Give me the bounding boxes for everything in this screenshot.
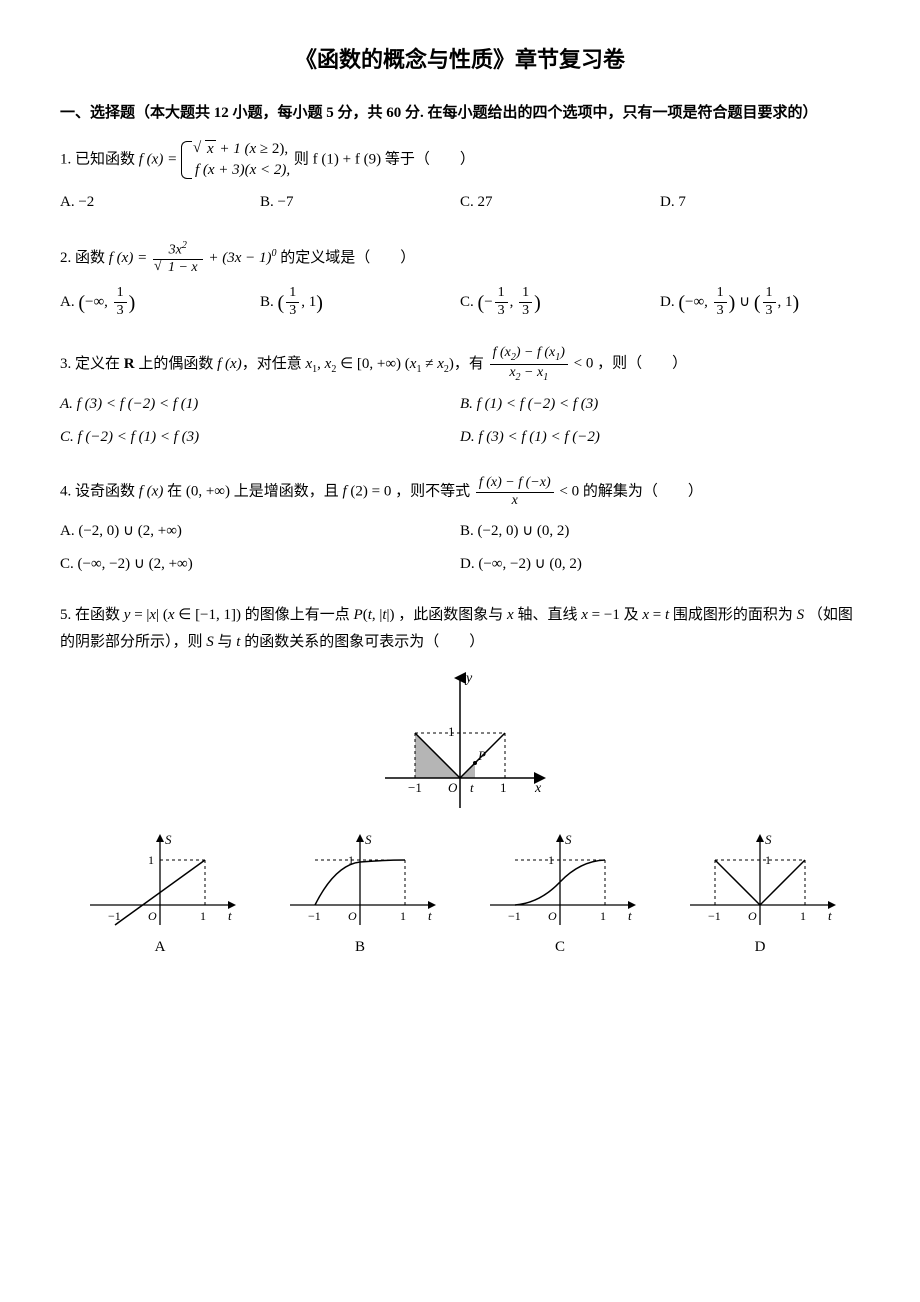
- svg-text:1: 1: [548, 853, 554, 867]
- svg-text:−1: −1: [108, 909, 121, 923]
- q3-optA: A. f (3) < f (−2) < f (1): [60, 391, 460, 418]
- svg-text:O: O: [748, 909, 757, 923]
- svg-text:1: 1: [148, 853, 154, 867]
- q2-tail: 的定义域是（ ）: [280, 250, 415, 266]
- question-3: 3. 定义在 R 上的偶函数 f (x)，对任意 x1, x2 ∈ [0, +∞…: [60, 345, 860, 458]
- q3-text: 3. 定义在 R 上的偶函数 f (x)，对任意 x1, x2 ∈ [0, +∞…: [60, 345, 860, 384]
- q2-fx: f (x) =: [109, 250, 151, 266]
- q2-plus: + (3x − 1)0: [208, 250, 276, 266]
- q2-text: 2. 函数 f (x) = 3x2 1 − x + (3x − 1)0 的定义域…: [60, 240, 860, 277]
- svg-text:−1: −1: [308, 909, 321, 923]
- svg-text:O: O: [348, 909, 357, 923]
- q5-sub-figures: S t O −1 1 1 A S t O −1: [60, 830, 860, 961]
- q1-piecewise: x + 1 (x ≥ 2), f (x + 3)(x < 2),: [181, 139, 290, 181]
- q4-frac: f (x) − f (−x) x: [476, 475, 554, 510]
- q2-frac: 3x2 1 − x: [153, 240, 203, 277]
- q1-tail: 则 f (1) + f (9) 等于（ ）: [294, 151, 475, 167]
- question-1: 1. 已知函数 f (x) = x + 1 (x ≥ 2), f (x + 3)…: [60, 139, 860, 222]
- question-2: 2. 函数 f (x) = 3x2 1 − x + (3x − 1)0 的定义域…: [60, 240, 860, 327]
- svg-text:t: t: [828, 908, 832, 923]
- svg-text:P: P: [477, 748, 486, 763]
- q5-figB: S t O −1 1 1 B: [264, 830, 456, 961]
- svg-text:S: S: [165, 832, 172, 847]
- svg-text:S: S: [765, 832, 772, 847]
- svg-text:1: 1: [200, 909, 206, 923]
- q1-piece2: f (x + 3)(x < 2),: [195, 160, 290, 181]
- q4-optB: B. (−2, 0) ∪ (0, 2): [460, 518, 860, 545]
- svg-text:O: O: [448, 780, 458, 795]
- q5-labelD: D: [664, 934, 856, 961]
- question-4: 4. 设奇函数 f (x) 在 (0, +∞) 上是增函数，且 f (2) = …: [60, 475, 860, 584]
- q1-text: 1. 已知函数 f (x) = x + 1 (x ≥ 2), f (x + 3)…: [60, 139, 860, 181]
- q1-prefix: 1. 已知函数: [60, 151, 139, 167]
- svg-text:y: y: [464, 671, 473, 686]
- svg-text:1: 1: [348, 853, 354, 867]
- q4-options: A. (−2, 0) ∪ (2, +∞) B. (−2, 0) ∪ (0, 2)…: [60, 518, 860, 584]
- q2-optB: B. (13, 1): [260, 285, 460, 321]
- q3-frac: f (x2) − f (x1) x2 − x1: [490, 345, 568, 384]
- svg-text:1: 1: [600, 909, 606, 923]
- q5-labelA: A: [64, 934, 256, 961]
- q3-optC: C. f (−2) < f (1) < f (3): [60, 424, 460, 451]
- svg-text:t: t: [228, 908, 232, 923]
- q5-labelB: B: [264, 934, 456, 961]
- q2-optA: A. (−∞, 13): [60, 285, 260, 321]
- q2-optD: D. (−∞, 13) ∪ (13, 1): [660, 285, 860, 321]
- svg-text:1: 1: [500, 780, 507, 795]
- svg-text:−1: −1: [508, 909, 521, 923]
- q4-optC: C. (−∞, −2) ∪ (2, +∞): [60, 551, 460, 578]
- q1-optD: D. 7: [660, 189, 860, 216]
- question-5: 5. 在函数 y = |x| (x ∈ [−1, 1]) 的图像上有一点 P(t…: [60, 602, 860, 961]
- q1-optC: C. 27: [460, 189, 660, 216]
- svg-text:1: 1: [448, 724, 455, 739]
- svg-text:−1: −1: [708, 909, 721, 923]
- q5-figD: S t O −1 1 1 D: [664, 830, 856, 961]
- q5-labelC: C: [464, 934, 656, 961]
- svg-text:1: 1: [765, 853, 771, 867]
- q1-optB: B. −7: [260, 189, 460, 216]
- q4-a: 4. 设奇函数 f (x) 在 (0, +∞) 上是增函数，且 f (2) = …: [60, 484, 474, 500]
- q1-options: A. −2 B. −7 C. 27 D. 7: [60, 189, 860, 222]
- q4-optD: D. (−∞, −2) ∪ (0, 2): [460, 551, 860, 578]
- q5-text: 5. 在函数 y = |x| (x ∈ [−1, 1]) 的图像上有一点 P(t…: [60, 602, 860, 656]
- svg-text:t: t: [428, 908, 432, 923]
- q3-optD: D. f (3) < f (1) < f (−2): [460, 424, 860, 451]
- svg-text:1: 1: [800, 909, 806, 923]
- svg-text:O: O: [548, 909, 557, 923]
- q2-prefix: 2. 函数: [60, 250, 109, 266]
- q5-main-figure: y x O −1 1 t 1 P: [60, 668, 860, 818]
- q3-options: A. f (3) < f (−2) < f (1) B. f (1) < f (…: [60, 391, 860, 457]
- page-title: 《函数的概念与性质》章节复习卷: [60, 40, 860, 80]
- svg-text:S: S: [565, 832, 572, 847]
- svg-text:t: t: [470, 780, 474, 795]
- q5-figA: S t O −1 1 1 A: [64, 830, 256, 961]
- q3-b: < 0 ，则（ ）: [574, 356, 687, 372]
- main-graph-svg: y x O −1 1 t 1 P: [370, 668, 550, 818]
- q3-optB: B. f (1) < f (−2) < f (3): [460, 391, 860, 418]
- svg-text:1: 1: [400, 909, 406, 923]
- q4-optA: A. (−2, 0) ∪ (2, +∞): [60, 518, 460, 545]
- q1-piece1: x + 1 (x ≥ 2),: [195, 139, 290, 160]
- svg-text:t: t: [628, 908, 632, 923]
- q5-figC: S t O −1 1 1 C: [464, 830, 656, 961]
- svg-text:x: x: [534, 781, 542, 796]
- q3-a: 3. 定义在 R 上的偶函数 f (x)，对任意 x1, x2 ∈ [0, +∞…: [60, 356, 488, 372]
- q1-fx: f (x) =: [139, 151, 181, 167]
- q4-b: < 0 的解集为（ ）: [559, 484, 702, 500]
- q1-optA: A. −2: [60, 189, 260, 216]
- svg-text:O: O: [148, 909, 157, 923]
- q2-options: A. (−∞, 13) B. (13, 1) C. (−13, 13) D. (…: [60, 285, 860, 327]
- section-heading: 一、选择题（本大题共 12 小题，每小题 5 分，共 60 分. 在每小题给出的…: [60, 100, 860, 127]
- q4-text: 4. 设奇函数 f (x) 在 (0, +∞) 上是增函数，且 f (2) = …: [60, 475, 860, 510]
- svg-text:−1: −1: [408, 780, 422, 795]
- q2-optC: C. (−13, 13): [460, 285, 660, 321]
- svg-text:S: S: [365, 832, 372, 847]
